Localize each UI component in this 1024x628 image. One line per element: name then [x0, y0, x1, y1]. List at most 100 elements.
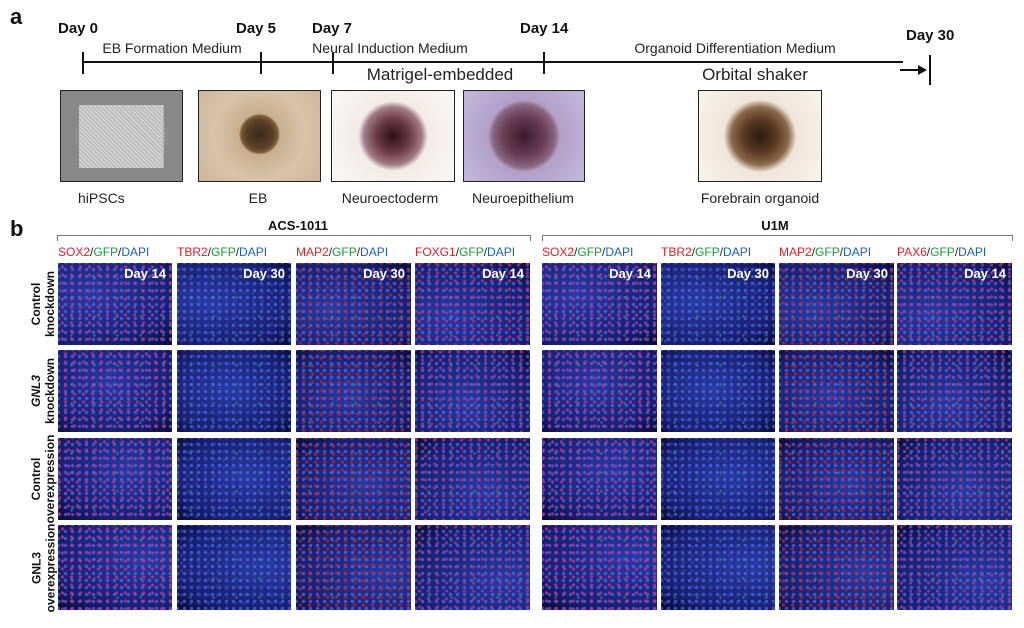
micrograph — [897, 438, 1012, 520]
timeline-tick — [929, 55, 931, 85]
micrograph — [542, 350, 657, 432]
group-bracket — [530, 235, 531, 241]
micrograph — [661, 525, 775, 610]
separator: / — [356, 245, 361, 259]
micrograph — [58, 525, 172, 610]
day-label: Day 0 — [58, 20, 99, 37]
stage-caption: Neuroectoderm — [341, 190, 439, 206]
separator: / — [207, 245, 212, 259]
micrograph — [177, 438, 291, 520]
marker-name: MAP2 — [296, 245, 329, 259]
group-bracket — [542, 235, 1012, 236]
marker-name: GFP — [815, 245, 840, 259]
micrograph: Day 14 — [58, 263, 172, 345]
panel-label: b — [10, 216, 24, 241]
micrograph — [58, 350, 172, 432]
column-header: PAX6/GFP/DAPI — [897, 245, 986, 259]
micrograph — [779, 438, 894, 520]
timeline-tick — [332, 52, 334, 74]
day-label: Day 14 — [520, 20, 569, 37]
micrograph — [415, 350, 530, 432]
day-label: Day 30 — [727, 266, 769, 281]
marker-name: GFP — [332, 245, 357, 259]
timeline-tick — [260, 52, 262, 74]
group-bracket — [1012, 235, 1013, 241]
separator: / — [574, 245, 578, 259]
micrograph: Day 14 — [897, 263, 1012, 345]
column-header: TBR2/GFP/DAPI — [177, 245, 267, 259]
stage-caption: Forebrain organoid — [700, 190, 820, 206]
medium-label: Organoid Differentiation Medium — [634, 40, 836, 56]
marker-name: DAPI — [605, 245, 634, 259]
column-header: SOX2/GFP/DAPI — [58, 245, 149, 259]
column-header: MAP2/GFP/DAPI — [779, 245, 871, 259]
micrograph — [177, 525, 291, 610]
marker-name: GFP — [695, 245, 720, 259]
marker-name: FOXG1 — [415, 245, 456, 259]
group-bracket — [57, 235, 58, 241]
marker-name: DAPI — [723, 245, 752, 259]
micrograph: Day 30 — [177, 263, 291, 345]
separator: / — [811, 245, 816, 259]
stage-caption: EB — [248, 190, 268, 206]
marker-name: GFP — [459, 245, 484, 259]
group-label: ACS-1011 — [268, 218, 328, 233]
marker-name: DAPI — [239, 245, 268, 259]
day-label: Day 14 — [482, 266, 524, 281]
micrograph — [779, 350, 894, 432]
micrograph — [542, 438, 657, 520]
row-label: overexpression — [43, 434, 57, 524]
day-label: Day 30 — [906, 27, 955, 44]
separator: / — [483, 245, 488, 259]
separator: / — [455, 245, 460, 259]
group-bracket — [57, 235, 530, 236]
marker-name: GFP — [211, 245, 236, 259]
micrograph — [661, 350, 775, 432]
micrograph: Day 30 — [661, 263, 775, 345]
marker-name: SOX2 — [542, 245, 575, 259]
stage-caption: hiPSCs — [78, 190, 125, 206]
day-label: Day 5 — [236, 20, 277, 37]
panel-label: a — [10, 4, 23, 29]
separator: / — [328, 245, 333, 259]
separator: / — [691, 245, 696, 259]
micrograph — [296, 350, 411, 432]
separator: / — [954, 245, 959, 259]
marker-name: TBR2 — [177, 245, 208, 259]
day-label: Day 7 — [312, 20, 353, 37]
day-label: Day 14 — [964, 266, 1006, 281]
day-label: Day 30 — [846, 266, 888, 281]
separator: / — [719, 245, 724, 259]
micrograph — [415, 525, 530, 610]
marker-name: GFP — [93, 245, 119, 259]
separator: / — [90, 245, 94, 259]
row-label: knockdown — [43, 271, 57, 338]
column-header: MAP2/GFP/DAPI — [296, 245, 388, 259]
timeline-tick — [82, 52, 84, 74]
marker-name: DAPI — [121, 245, 150, 259]
separator: / — [926, 245, 931, 259]
separator: / — [839, 245, 844, 259]
arrow-head — [918, 65, 927, 75]
marker-name: GFP — [930, 245, 955, 259]
micrograph: Day 14 — [542, 263, 657, 345]
row-label: knockdown — [43, 358, 57, 425]
stage-image — [698, 90, 822, 182]
group-bracket — [542, 235, 543, 241]
arrow — [900, 69, 922, 71]
condition-label: Orbital shaker — [702, 65, 808, 84]
separator: / — [118, 245, 122, 259]
marker-name: DAPI — [360, 245, 389, 259]
marker-name: SOX2 — [58, 245, 91, 259]
micrograph — [779, 525, 894, 610]
day-label: Day 30 — [243, 266, 285, 281]
stage-image — [198, 90, 321, 182]
micrograph — [177, 350, 291, 432]
timeline — [83, 61, 903, 63]
marker-name: TBR2 — [661, 245, 692, 259]
marker-name: DAPI — [487, 245, 516, 259]
marker-name: DAPI — [843, 245, 872, 259]
column-header: SOX2/GFP/DAPI — [542, 245, 633, 259]
row-label: overexpression — [43, 523, 57, 612]
